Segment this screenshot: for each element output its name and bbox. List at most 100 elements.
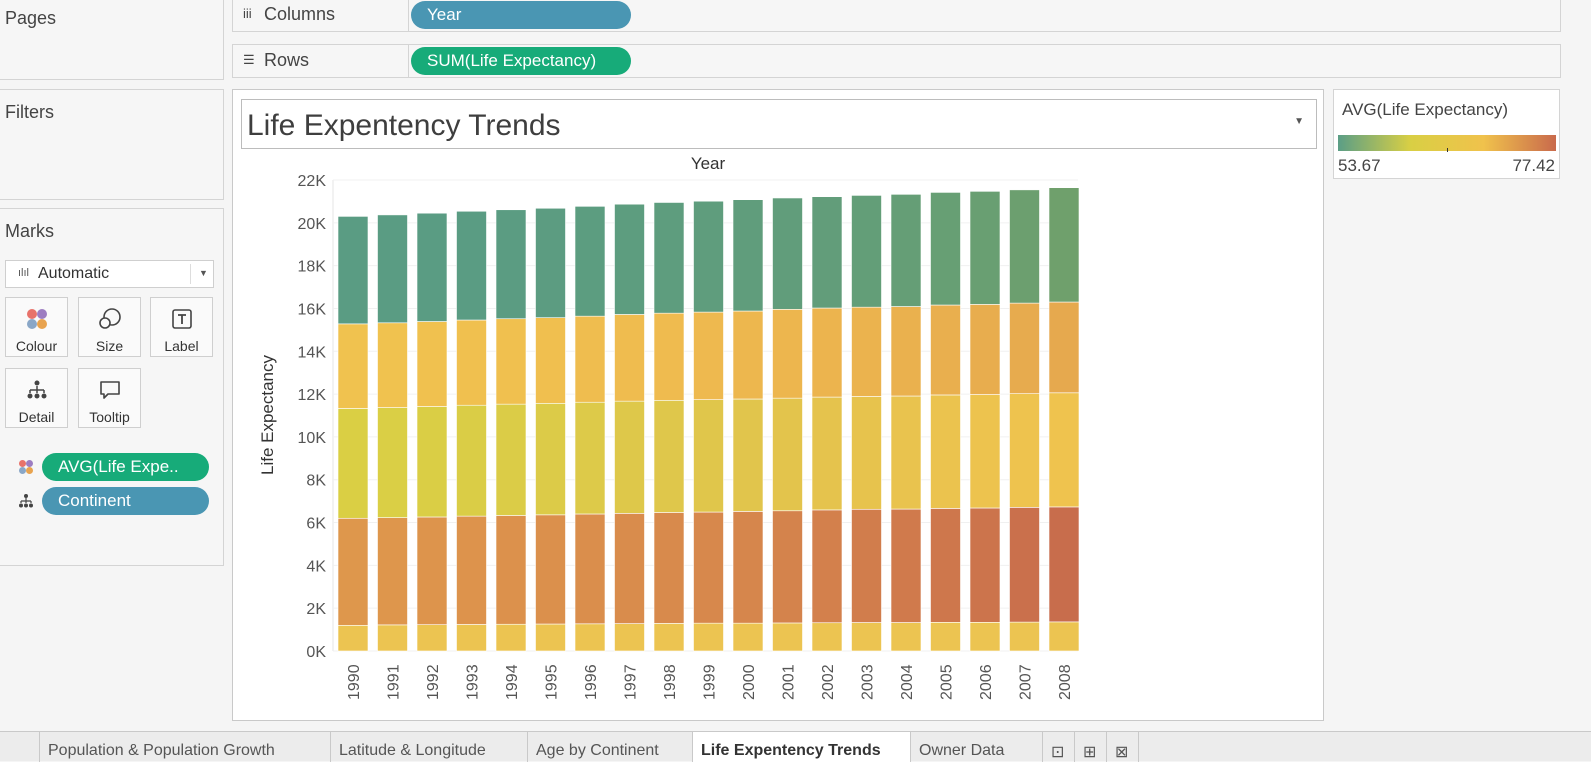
bar-segment[interactable] xyxy=(1048,392,1080,508)
columns-shelf[interactable]: iii Columns Year xyxy=(232,0,1561,32)
sheet-tab[interactable]: Latitude & Longitude xyxy=(331,732,528,762)
bar-segment[interactable] xyxy=(930,508,961,623)
sheet-tab-prev[interactable] xyxy=(0,732,40,762)
bar-segment[interactable] xyxy=(614,203,645,315)
sheet-tab[interactable]: Owner Data xyxy=(911,732,1043,762)
bar-segment[interactable] xyxy=(614,623,645,652)
bar-segment[interactable] xyxy=(772,197,803,310)
bar-segment[interactable] xyxy=(377,624,408,652)
bar-segment[interactable] xyxy=(416,212,448,322)
bar-segment[interactable] xyxy=(851,508,882,623)
bar-segment[interactable] xyxy=(732,511,764,624)
bar-segment[interactable] xyxy=(614,314,645,402)
bar-segment[interactable] xyxy=(614,513,645,624)
bar-segment[interactable] xyxy=(535,317,566,404)
bar-segment[interactable] xyxy=(337,408,369,519)
avg-life-expectancy-pill[interactable]: AVG(Life Expe.. xyxy=(42,453,209,481)
bar-segment[interactable] xyxy=(495,318,527,405)
bar-segment[interactable] xyxy=(851,195,882,308)
bar-segment[interactable] xyxy=(811,509,843,624)
bar-segment[interactable] xyxy=(416,406,448,518)
bar-segment[interactable] xyxy=(930,192,961,306)
bar-segment[interactable] xyxy=(693,200,724,313)
bar-segment[interactable] xyxy=(377,517,408,626)
bar-segment[interactable] xyxy=(811,622,843,652)
bar-segment[interactable] xyxy=(535,402,566,516)
bar-segment[interactable] xyxy=(574,315,606,403)
sum-life-expectancy-pill[interactable]: SUM(Life Expectancy) xyxy=(411,47,631,75)
bar-segment[interactable] xyxy=(811,196,843,309)
bar-segment[interactable] xyxy=(732,199,764,312)
bar-segment[interactable] xyxy=(495,515,527,625)
bar-segment[interactable] xyxy=(574,513,606,625)
bar-segment[interactable] xyxy=(535,623,566,652)
bar-segment[interactable] xyxy=(1048,621,1080,652)
rows-shelf[interactable]: ☰ Rows SUM(Life Expectancy) xyxy=(232,44,1561,78)
bar-segment[interactable] xyxy=(574,401,606,515)
bar-segment[interactable] xyxy=(377,322,408,408)
bar-segment[interactable] xyxy=(930,622,961,652)
bar-segment[interactable] xyxy=(930,304,961,396)
bar-segment[interactable] xyxy=(890,395,922,510)
bar-segment[interactable] xyxy=(969,304,1001,395)
filters-panel[interactable]: Filters xyxy=(0,89,224,200)
tooltip-card[interactable]: Tooltip xyxy=(78,368,141,428)
bar-segment[interactable] xyxy=(890,508,922,623)
bar-segment[interactable] xyxy=(811,307,843,398)
bar-segment[interactable] xyxy=(969,507,1001,623)
bar-segment[interactable] xyxy=(693,511,724,624)
bar-segment[interactable] xyxy=(693,311,724,400)
colour-card[interactable]: Colour xyxy=(5,297,68,357)
bar-segment[interactable] xyxy=(969,394,1001,509)
bar-segment[interactable] xyxy=(653,312,685,401)
bar-segment[interactable] xyxy=(416,321,448,407)
size-card[interactable]: Size xyxy=(78,297,141,357)
bar-segment[interactable] xyxy=(337,517,369,626)
label-card[interactable]: Label xyxy=(150,297,213,357)
bar-segment[interactable] xyxy=(337,625,369,652)
bar-segment[interactable] xyxy=(890,194,922,307)
sheet-tab[interactable]: Population & Population Growth xyxy=(40,732,331,762)
bar-segment[interactable] xyxy=(495,209,527,320)
bar-segment[interactable] xyxy=(772,397,803,512)
colour-legend[interactable]: AVG(Life Expectancy) 53.67 77.42 xyxy=(1333,89,1560,179)
bar-segment[interactable] xyxy=(732,310,764,400)
mark-type-dropdown[interactable]: ılıl Automatic ▼ xyxy=(5,260,214,288)
bar-segment[interactable] xyxy=(969,622,1001,652)
bar-segment[interactable] xyxy=(1048,506,1080,623)
bar-segment[interactable] xyxy=(456,210,487,321)
view-title-box[interactable]: Life Expentency Trends ▼ xyxy=(241,99,1317,149)
bar-segment[interactable] xyxy=(693,399,724,513)
sheet-tab-active[interactable]: Life Expentency Trends xyxy=(693,732,911,762)
bar-segment[interactable] xyxy=(1048,187,1080,303)
bar-segment[interactable] xyxy=(574,623,606,652)
detail-card[interactable]: Detail xyxy=(5,368,68,428)
bar-segment[interactable] xyxy=(851,306,882,397)
bar-segment[interactable] xyxy=(377,214,408,324)
bar-segment[interactable] xyxy=(495,403,527,516)
stacked-bar-chart[interactable]: Year Life Expectancy 0K 2K 4K 6K 8K 10K 12K 14K… xyxy=(233,150,1323,720)
bar-segment[interactable] xyxy=(456,515,487,625)
bar-segment[interactable] xyxy=(653,202,685,314)
bar-segment[interactable] xyxy=(614,400,645,514)
bar-segment[interactable] xyxy=(890,306,922,397)
bar-segment[interactable] xyxy=(930,394,961,509)
bar-segment[interactable] xyxy=(732,622,764,652)
bar-segment[interactable] xyxy=(653,623,685,652)
bar-segment[interactable] xyxy=(377,407,408,518)
bar-segment[interactable] xyxy=(456,624,487,652)
new-story-icon[interactable]: ⊠ xyxy=(1107,732,1139,762)
title-menu-icon[interactable]: ▼ xyxy=(1294,116,1304,127)
bar-segment[interactable] xyxy=(1009,393,1040,508)
bar-segment[interactable] xyxy=(337,216,369,325)
bar-segment[interactable] xyxy=(416,516,448,625)
sheet-tab[interactable]: Age by Continent xyxy=(528,732,693,762)
bar-segment[interactable] xyxy=(456,404,487,517)
bar-segment[interactable] xyxy=(851,622,882,652)
bar-segment[interactable] xyxy=(772,510,803,624)
bar-segment[interactable] xyxy=(416,624,448,652)
bar-segment[interactable] xyxy=(535,514,566,625)
bar-segment[interactable] xyxy=(574,206,606,317)
bar-segment[interactable] xyxy=(456,319,487,406)
bar-segment[interactable] xyxy=(969,191,1001,305)
